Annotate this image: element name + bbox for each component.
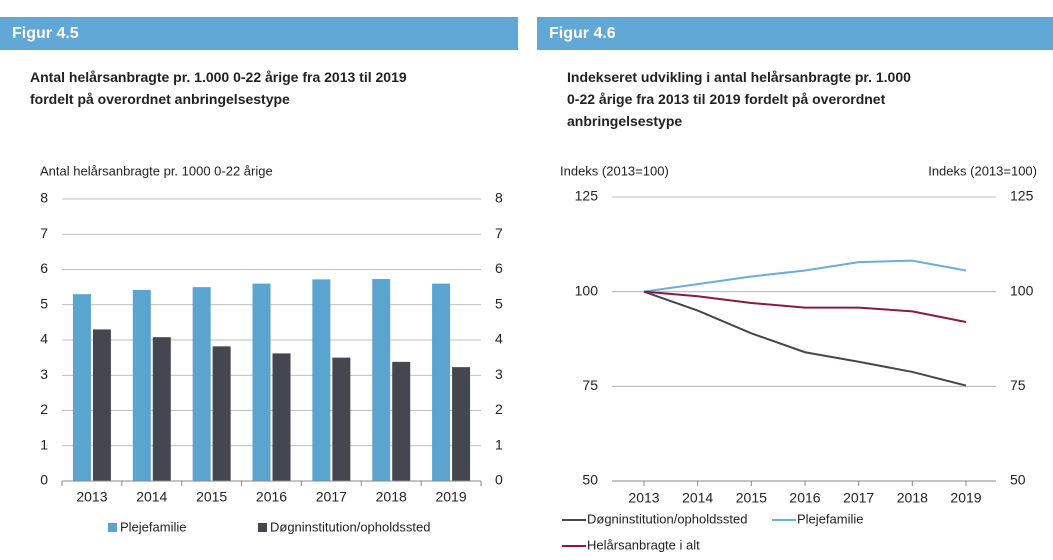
x-tick-label: 2014 <box>136 489 167 505</box>
y2-tick-label: 7 <box>495 225 503 241</box>
legend-label: Plejefamilie <box>797 511 863 526</box>
y-tick-label: 50 <box>582 472 598 488</box>
header-bar <box>0 17 518 50</box>
y-tick-label: 5 <box>40 295 48 311</box>
x-tick-label: 2019 <box>950 490 981 506</box>
y2-axis-label: Indeks (2013=100) <box>928 163 1037 178</box>
x-tick-label: 2013 <box>628 490 659 506</box>
title-line: Antal helårsanbragte pr. 1.000 0-22 årig… <box>30 69 407 85</box>
y2-tick-label: 2 <box>495 401 503 417</box>
title-line: anbringelsestype <box>567 113 682 129</box>
bar <box>192 287 211 481</box>
y2-tick-label: 3 <box>495 366 503 382</box>
x-tick-label: 2018 <box>376 489 407 505</box>
x-tick-label: 2016 <box>256 489 287 505</box>
legend-label: Helårsanbragte i alt <box>587 537 700 552</box>
y-tick-label: 8 <box>40 190 48 206</box>
y2-tick-label: 6 <box>495 260 503 276</box>
x-tick-label: 2019 <box>435 489 466 505</box>
y-tick-label: 7 <box>40 225 48 241</box>
bar <box>272 353 291 481</box>
legend-label: Døgninstitution/opholdssted <box>587 511 747 526</box>
figure-label: Figur 4.5 <box>12 25 79 42</box>
bar <box>372 279 391 481</box>
header-bar <box>537 17 1053 50</box>
y-axis-label: Indeks (2013=100) <box>560 163 669 178</box>
y-tick-label: 75 <box>582 377 598 393</box>
y2-tick-label: 75 <box>1010 377 1026 393</box>
x-tick-label: 2014 <box>682 490 713 506</box>
legend-swatch <box>258 523 267 532</box>
bar <box>252 283 271 481</box>
figure-label: Figur 4.6 <box>549 25 616 42</box>
y-tick-label: 3 <box>40 366 48 382</box>
title-line: fordelt på overordnet anbringelsestype <box>30 91 290 107</box>
x-tick-label: 2016 <box>789 490 820 506</box>
y-tick-label: 0 <box>40 472 48 488</box>
x-tick-label: 2017 <box>316 489 347 505</box>
y-tick-label: 2 <box>40 401 48 417</box>
y2-tick-label: 125 <box>1010 188 1034 204</box>
y2-tick-label: 5 <box>495 295 503 311</box>
legend-label: Plejefamilie <box>120 519 186 534</box>
bar <box>212 346 231 481</box>
y-tick-label: 125 <box>575 188 599 204</box>
line <box>643 259 967 293</box>
y2-tick-label: 1 <box>495 436 503 452</box>
bar <box>132 289 151 481</box>
bar <box>92 329 111 481</box>
y2-tick-label: 0 <box>495 472 503 488</box>
x-tick-label: 2013 <box>76 489 107 505</box>
title-line: 0-22 årige fra 2013 til 2019 fordelt på … <box>567 91 886 107</box>
bar <box>452 367 471 481</box>
y2-tick-label: 8 <box>495 190 503 206</box>
y-tick-label: 6 <box>40 260 48 276</box>
y-tick-label: 100 <box>575 282 599 298</box>
y-tick-label: 1 <box>40 436 48 452</box>
legend-swatch <box>108 523 117 532</box>
line <box>643 290 967 323</box>
title-line: Indekseret udvikling i antal helårsanbra… <box>567 69 911 85</box>
bar <box>332 357 351 481</box>
bar <box>152 337 171 481</box>
x-tick-label: 2015 <box>196 489 227 505</box>
y2-tick-label: 4 <box>495 331 503 347</box>
x-tick-label: 2015 <box>736 490 767 506</box>
y2-tick-label: 100 <box>1010 282 1034 298</box>
bar <box>72 294 91 481</box>
y-tick-label: 4 <box>40 331 48 347</box>
chart-title: Indekseret udvikling i antal helårsanbra… <box>567 69 911 129</box>
line <box>643 290 967 387</box>
y2-tick-label: 50 <box>1010 472 1026 488</box>
x-tick-label: 2017 <box>843 490 874 506</box>
x-tick-label: 2018 <box>897 490 928 506</box>
chart-title: Antal helårsanbragte pr. 1.000 0-22 årig… <box>30 69 407 107</box>
bar <box>432 283 451 481</box>
y-axis-label: Antal helårsanbragte pr. 1000 0-22 årige <box>40 163 273 178</box>
bar <box>392 361 411 481</box>
legend-label: Døgninstitution/opholdssted <box>270 519 430 534</box>
bar <box>312 279 331 481</box>
